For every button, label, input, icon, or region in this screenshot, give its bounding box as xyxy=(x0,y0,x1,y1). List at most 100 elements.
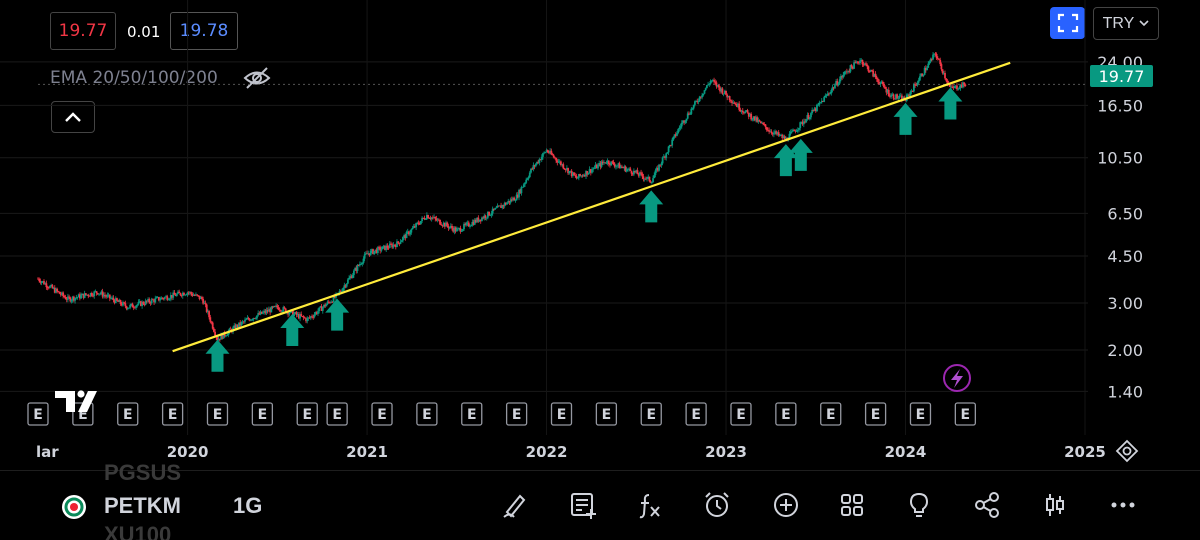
earnings-marker[interactable]: E xyxy=(775,402,797,426)
candle xyxy=(666,152,669,154)
chart-type-button[interactable] xyxy=(1038,488,1072,522)
candle xyxy=(629,166,632,172)
earnings-marker[interactable]: E xyxy=(640,402,662,426)
interval-selector[interactable]: 1G xyxy=(233,493,263,518)
ideas-button[interactable] xyxy=(902,488,936,522)
candle xyxy=(689,112,692,115)
indicators-button[interactable] xyxy=(633,488,667,522)
earnings-marker[interactable]: E xyxy=(27,402,49,426)
candle xyxy=(448,226,451,230)
candle xyxy=(944,70,946,80)
candle xyxy=(579,173,581,177)
more-button[interactable] xyxy=(1106,488,1140,522)
time-axis[interactable]: lar 2020 2021 2022 2023 2024 2025 xyxy=(36,443,1106,461)
candle xyxy=(126,307,129,311)
candle xyxy=(817,102,820,107)
candle xyxy=(86,294,88,296)
candle xyxy=(832,86,835,91)
bid-price-button[interactable]: 19.77 xyxy=(50,12,116,50)
earnings-marker[interactable]: E xyxy=(595,402,618,426)
candle xyxy=(509,197,512,205)
candle xyxy=(727,95,730,98)
currency-select[interactable]: TRY xyxy=(1093,7,1159,40)
earnings-marker[interactable]: E xyxy=(461,402,483,426)
candle xyxy=(455,226,458,232)
eye-off-icon[interactable] xyxy=(242,65,272,91)
candle xyxy=(503,201,506,209)
ask-price-button[interactable]: 19.78 xyxy=(170,12,238,50)
candle xyxy=(722,93,725,97)
price-tick-label: 6.50 xyxy=(1107,204,1143,223)
candle xyxy=(156,295,159,299)
earnings-marker[interactable]: E xyxy=(909,402,932,426)
candle xyxy=(113,299,116,305)
candle xyxy=(747,112,750,120)
trendline[interactable] xyxy=(172,61,1011,353)
earnings-marker[interactable]: E xyxy=(550,402,573,426)
support-arrow xyxy=(205,339,230,372)
upcoming-earnings-marker[interactable]: E xyxy=(954,402,976,426)
candle xyxy=(561,163,563,167)
earnings-marker[interactable]: E xyxy=(117,402,139,426)
candle xyxy=(299,312,301,322)
layouts-button[interactable] xyxy=(835,488,869,522)
candle xyxy=(929,57,932,64)
candle xyxy=(411,225,414,230)
fullscreen-button[interactable] xyxy=(1050,7,1085,39)
candle xyxy=(643,178,646,182)
candle xyxy=(294,311,297,315)
add-button[interactable] xyxy=(769,488,803,522)
candle xyxy=(436,217,439,223)
earnings-marker[interactable]: E xyxy=(505,402,528,426)
candle xyxy=(443,222,446,229)
earnings-marker[interactable]: E xyxy=(326,402,348,426)
candle xyxy=(300,311,303,317)
candle xyxy=(414,223,416,229)
candle xyxy=(415,222,418,231)
earnings-marker[interactable]: E xyxy=(864,402,887,426)
lightning-icon[interactable] xyxy=(943,364,971,392)
symbol-name[interactable]: PETKM xyxy=(104,493,181,518)
earnings-marker[interactable]: E xyxy=(416,402,438,426)
earnings-marker[interactable]: E xyxy=(371,402,393,426)
candle xyxy=(841,75,843,81)
candle xyxy=(483,213,486,221)
share-button[interactable] xyxy=(970,488,1004,522)
indicator-legend[interactable]: EMA 20/50/100/200 xyxy=(50,68,218,88)
candle xyxy=(308,315,311,319)
candle xyxy=(728,95,731,103)
drawing-tools-button[interactable] xyxy=(498,488,532,522)
settings-icon[interactable] xyxy=(1115,439,1139,463)
add-note-button[interactable] xyxy=(566,488,600,522)
symbol-list-prev[interactable]: PGSUS xyxy=(104,460,182,485)
earnings-marker[interactable]: E xyxy=(296,402,318,426)
collapse-legend-button[interactable] xyxy=(51,101,95,133)
alerts-button[interactable] xyxy=(700,488,734,522)
symbol-list-next[interactable]: XU100 xyxy=(104,522,172,540)
candle xyxy=(101,288,104,299)
candle xyxy=(492,208,495,212)
earnings-marker[interactable]: E xyxy=(251,402,274,426)
candle xyxy=(567,167,569,175)
candle xyxy=(374,249,377,254)
candle xyxy=(777,130,780,137)
candle xyxy=(349,273,352,280)
earnings-marker[interactable]: E xyxy=(206,402,229,426)
candle xyxy=(122,300,124,307)
candle xyxy=(278,307,281,313)
candle xyxy=(635,169,638,174)
candle xyxy=(585,170,587,180)
candle xyxy=(660,161,663,168)
earnings-marker[interactable]: E xyxy=(820,402,842,426)
earnings-marker[interactable]: E xyxy=(730,402,752,426)
candle xyxy=(564,168,567,173)
candle xyxy=(92,293,94,298)
candle xyxy=(303,316,306,319)
earnings-marker[interactable]: E xyxy=(685,402,707,426)
note-add-icon xyxy=(571,493,596,519)
earnings-marker[interactable]: E xyxy=(161,402,184,426)
candle xyxy=(479,219,482,224)
